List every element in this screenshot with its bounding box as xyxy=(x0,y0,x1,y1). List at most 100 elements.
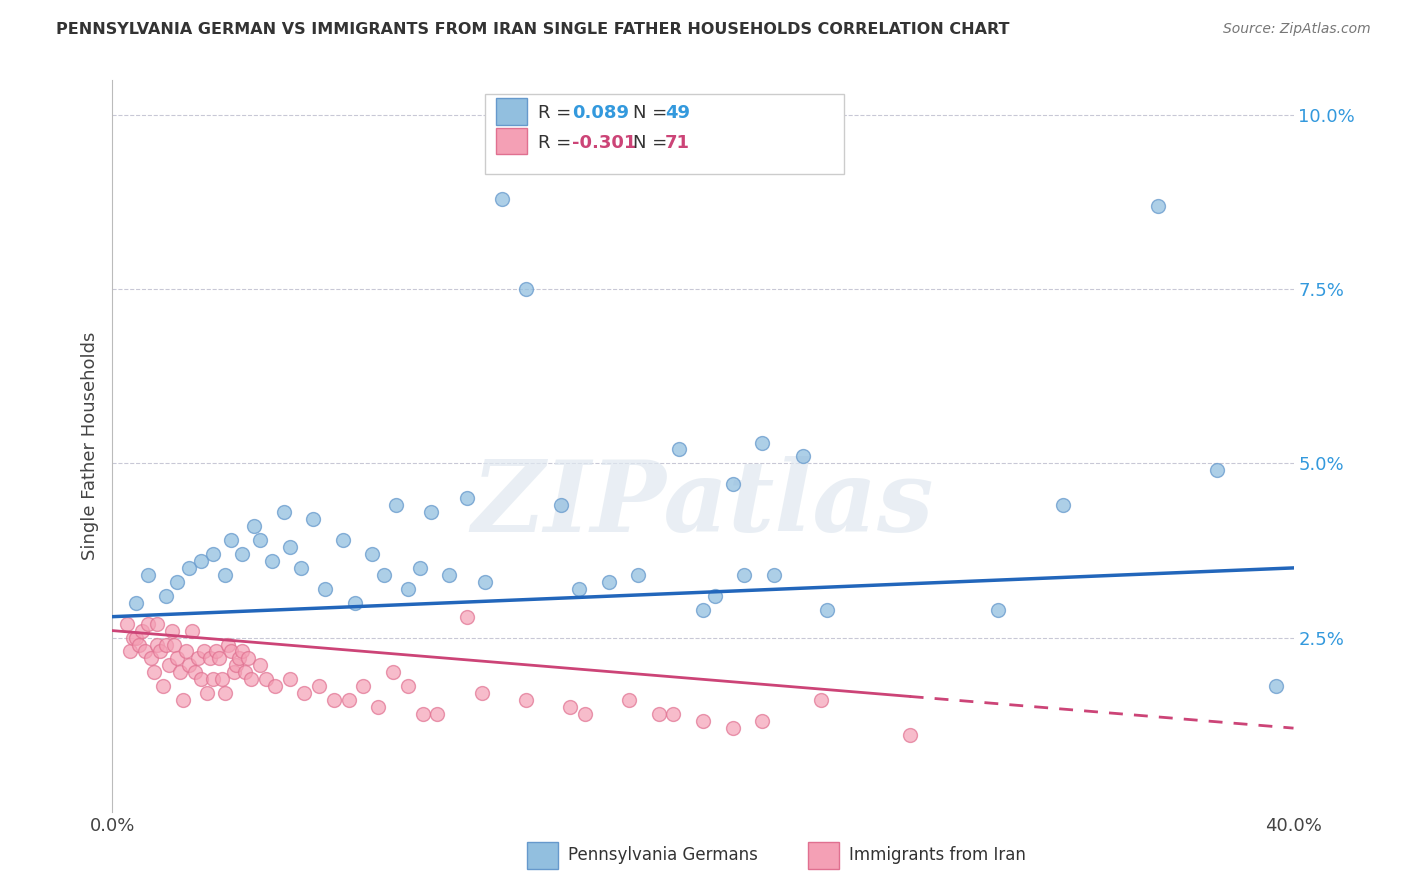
Point xyxy=(721,721,744,735)
Point xyxy=(474,574,496,589)
Point xyxy=(172,693,194,707)
Point xyxy=(361,547,384,561)
Point xyxy=(249,658,271,673)
Point xyxy=(987,603,1010,617)
Point xyxy=(470,686,494,700)
Point xyxy=(166,651,188,665)
Point xyxy=(157,658,180,673)
Y-axis label: Single Father Households: Single Father Households xyxy=(80,332,98,560)
Point xyxy=(456,491,478,506)
Point xyxy=(1205,463,1227,477)
Point xyxy=(249,533,271,547)
Point xyxy=(343,596,366,610)
Point xyxy=(292,686,315,700)
Point xyxy=(515,282,537,296)
Point xyxy=(367,700,389,714)
Text: PENNSYLVANIA GERMAN VS IMMIGRANTS FROM IRAN SINGLE FATHER HOUSEHOLDS CORRELATION: PENNSYLVANIA GERMAN VS IMMIGRANTS FROM I… xyxy=(56,22,1010,37)
Point xyxy=(815,603,838,617)
Point xyxy=(598,574,620,589)
Point xyxy=(214,567,236,582)
Point xyxy=(201,547,224,561)
Point xyxy=(385,498,408,512)
Point xyxy=(254,673,277,687)
Point xyxy=(146,638,169,652)
Text: ZIPatlas: ZIPatlas xyxy=(472,457,934,553)
Point xyxy=(238,651,260,665)
Point xyxy=(219,644,242,658)
Point xyxy=(193,644,215,658)
Text: Immigrants from Iran: Immigrants from Iran xyxy=(849,847,1026,864)
Point xyxy=(166,574,188,589)
Point xyxy=(568,582,591,596)
Point xyxy=(222,665,245,680)
Text: R =: R = xyxy=(538,104,578,122)
Point xyxy=(149,644,172,658)
Point xyxy=(187,651,209,665)
Point xyxy=(396,582,419,596)
Point xyxy=(131,624,153,638)
Point xyxy=(125,631,148,645)
Point xyxy=(155,589,177,603)
Point xyxy=(751,435,773,450)
Point xyxy=(308,679,330,693)
Point xyxy=(134,644,156,658)
Point xyxy=(190,673,212,687)
Point xyxy=(264,679,287,693)
Point xyxy=(574,707,596,722)
Point xyxy=(184,665,207,680)
Point xyxy=(225,658,247,673)
Point xyxy=(179,658,201,673)
Point xyxy=(515,693,537,707)
Point xyxy=(898,728,921,742)
Point xyxy=(117,616,138,631)
Point xyxy=(139,651,162,665)
Point xyxy=(323,693,346,707)
Point xyxy=(231,547,253,561)
Point xyxy=(240,673,263,687)
Point xyxy=(662,707,685,722)
Point xyxy=(190,554,212,568)
Point xyxy=(456,609,478,624)
Point xyxy=(273,505,295,519)
Point xyxy=(550,498,572,512)
Point xyxy=(332,533,354,547)
Point xyxy=(120,644,142,658)
Point xyxy=(155,638,177,652)
Text: -0.301: -0.301 xyxy=(572,134,637,152)
Point xyxy=(619,693,641,707)
Point xyxy=(125,596,148,610)
Point xyxy=(627,567,650,582)
Point xyxy=(205,644,228,658)
Point xyxy=(198,651,221,665)
Point xyxy=(179,561,201,575)
Point xyxy=(558,700,582,714)
Point xyxy=(142,665,165,680)
Point xyxy=(396,679,419,693)
Point xyxy=(337,693,360,707)
Point xyxy=(647,707,671,722)
Point xyxy=(233,665,256,680)
Point xyxy=(1052,498,1074,512)
Text: N =: N = xyxy=(633,104,672,122)
Point xyxy=(668,442,690,457)
Text: Source: ZipAtlas.com: Source: ZipAtlas.com xyxy=(1223,22,1371,37)
Text: 71: 71 xyxy=(665,134,690,152)
Point xyxy=(692,714,714,728)
Point xyxy=(260,554,283,568)
Point xyxy=(290,561,312,575)
Point xyxy=(128,638,150,652)
Text: Pennsylvania Germans: Pennsylvania Germans xyxy=(568,847,758,864)
Point xyxy=(195,686,218,700)
Point xyxy=(314,582,336,596)
Point xyxy=(792,450,814,464)
Point xyxy=(169,665,191,680)
Point xyxy=(208,651,231,665)
Point xyxy=(146,616,169,631)
Point xyxy=(219,533,242,547)
Point xyxy=(352,679,374,693)
Point xyxy=(136,616,159,631)
Point xyxy=(211,673,233,687)
Point xyxy=(810,693,832,707)
Point xyxy=(426,707,449,722)
Point xyxy=(214,686,236,700)
